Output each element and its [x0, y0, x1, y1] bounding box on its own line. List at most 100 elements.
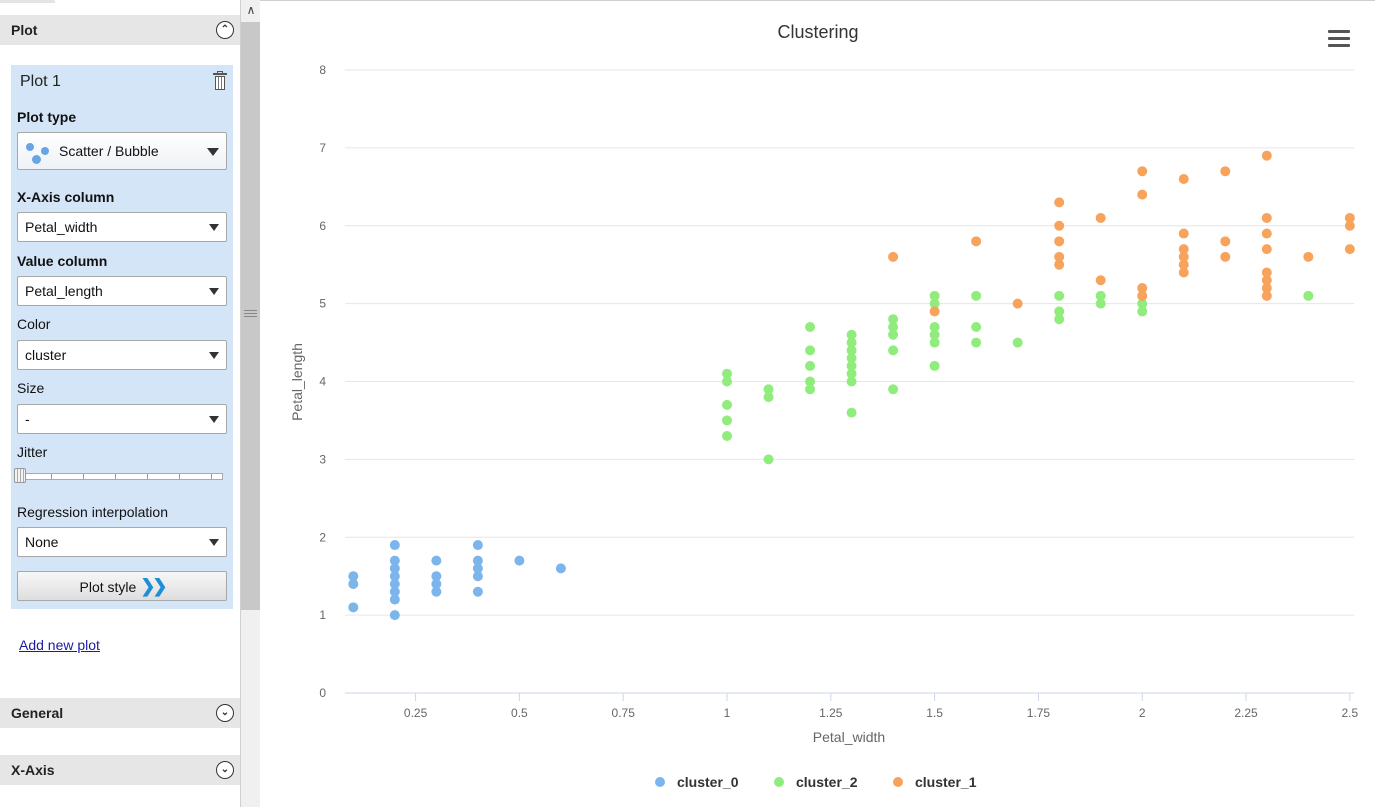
- x-tick-label: 2: [1139, 706, 1146, 720]
- size-select[interactable]: -: [17, 404, 227, 434]
- data-point-cluster_0: [389, 563, 400, 574]
- dropdown-arrow-icon: [209, 224, 219, 231]
- data-point-cluster_0: [514, 555, 525, 566]
- color-select[interactable]: cluster: [17, 340, 227, 370]
- data-point-cluster_0: [431, 571, 442, 582]
- data-point-cluster_2: [846, 329, 857, 340]
- hamburger-menu-icon[interactable]: [1328, 30, 1350, 48]
- data-point-cluster_0: [389, 586, 400, 597]
- legend-marker-cluster_0: [655, 777, 665, 787]
- regression-interpolation-value: None: [25, 534, 59, 550]
- data-point-cluster_1: [1261, 290, 1272, 301]
- panel-scrollbar[interactable]: ∧: [240, 0, 260, 807]
- x-axis-section-header[interactable]: X-Axis ⌄: [0, 755, 240, 785]
- jitter-label: Jitter: [17, 444, 48, 460]
- data-point-cluster_1: [888, 251, 899, 262]
- data-point-cluster_2: [1137, 306, 1148, 317]
- data-point-cluster_1: [1261, 283, 1272, 294]
- trash-icon[interactable]: [213, 71, 227, 91]
- expand-down-icon[interactable]: ⌄: [216, 761, 234, 779]
- data-point-cluster_1: [1344, 220, 1355, 231]
- y-tick-label: 0: [319, 686, 326, 700]
- data-point-cluster_2: [763, 392, 774, 403]
- plot-section-header[interactable]: Plot ⌃: [0, 15, 240, 45]
- data-point-cluster_2: [1095, 298, 1106, 309]
- collapse-up-icon[interactable]: ⌃: [216, 21, 234, 39]
- top-strip: [0, 0, 240, 14]
- data-point-cluster_0: [389, 555, 400, 566]
- data-point-cluster_1: [1344, 212, 1355, 223]
- x-axis-column-select[interactable]: Petal_width: [17, 212, 227, 242]
- data-point-cluster_1: [1054, 251, 1065, 262]
- data-point-cluster_1: [1137, 283, 1148, 294]
- add-new-plot-link[interactable]: Add new plot: [19, 637, 100, 653]
- data-point-cluster_1: [1261, 212, 1272, 223]
- data-point-cluster_1: [1012, 298, 1023, 309]
- data-point-cluster_2: [929, 360, 940, 371]
- data-point-cluster_1: [1095, 212, 1106, 223]
- data-point-cluster_1: [1261, 244, 1272, 255]
- data-point-cluster_1: [1261, 275, 1272, 286]
- data-point-cluster_2: [846, 353, 857, 364]
- color-value: cluster: [25, 347, 67, 363]
- data-point-cluster_2: [846, 376, 857, 387]
- size-label: Size: [17, 380, 45, 396]
- y-tick-label: 2: [319, 530, 326, 544]
- data-point-cluster_2: [722, 431, 733, 442]
- jitter-slider-track[interactable]: [17, 473, 223, 480]
- jitter-slider-handle[interactable]: [14, 468, 26, 483]
- data-point-cluster_0: [472, 571, 483, 582]
- double-chevron-right-icon: ❯❯: [140, 576, 167, 596]
- x-tick-label: 0.25: [404, 706, 428, 720]
- plot-style-button[interactable]: Plot style ❯❯: [17, 571, 227, 601]
- data-point-cluster_1: [1178, 251, 1189, 262]
- data-point-cluster_0: [348, 578, 359, 589]
- data-point-cluster_2: [846, 337, 857, 348]
- x-tick-label: 2.5: [1342, 706, 1359, 720]
- data-point-cluster_2: [846, 360, 857, 371]
- scatter-chart: Clustering 0 1 2 3 4 5 6 7 8 0.25 0.5 0.75 1 1.25 1.5 1.…: [289, 22, 1359, 790]
- data-point-cluster_0: [389, 571, 400, 582]
- data-point-cluster_1: [1054, 236, 1065, 247]
- data-point-cluster_0: [472, 555, 483, 566]
- data-point-cluster_1: [1178, 267, 1189, 278]
- data-point-cluster_2: [929, 290, 940, 301]
- data-point-cluster_0: [389, 578, 400, 589]
- data-point-cluster_2: [763, 454, 774, 465]
- data-point-cluster_2: [805, 384, 816, 395]
- expand-down-icon[interactable]: ⌄: [216, 704, 234, 722]
- data-point-cluster_1: [1178, 174, 1189, 185]
- legend-marker-cluster_2: [774, 777, 784, 787]
- data-point-cluster_2: [722, 415, 733, 426]
- data-point-cluster_1: [971, 236, 982, 247]
- data-point-cluster_1: [1054, 220, 1065, 231]
- general-section-title: General: [11, 705, 64, 721]
- data-point-cluster_2: [929, 329, 940, 340]
- data-point-cluster_1: [1137, 166, 1148, 177]
- value-column-select[interactable]: Petal_length: [17, 276, 227, 306]
- x-axis-title: Petal_width: [813, 729, 885, 745]
- size-value: -: [25, 411, 30, 427]
- general-section-header[interactable]: General ⌄: [0, 698, 240, 728]
- data-point-cluster_0: [472, 563, 483, 574]
- splitter-grip-icon[interactable]: [244, 310, 257, 318]
- data-point-cluster_2: [805, 321, 816, 332]
- plot-type-select[interactable]: Scatter / Bubble: [17, 132, 227, 170]
- chart-area: Clustering 0 1 2 3 4 5 6 7 8 0.25 0.5 0.75 1 1.25 1.5 1.…: [260, 0, 1375, 807]
- data-point-cluster_1: [1137, 290, 1148, 301]
- data-point-cluster_2: [888, 329, 899, 340]
- chart-title: Clustering: [777, 22, 858, 42]
- y-tick-label: 3: [319, 452, 326, 466]
- plot-card-title: Plot 1: [20, 73, 61, 90]
- data-point-cluster_2: [888, 321, 899, 332]
- y-tick-label: 1: [319, 608, 326, 622]
- data-point-cluster_0: [348, 571, 359, 582]
- data-point-cluster_1: [1220, 166, 1231, 177]
- regression-interpolation-select[interactable]: None: [17, 527, 227, 557]
- data-point-cluster_2: [971, 337, 982, 348]
- chart-top-border: [260, 0, 1375, 1]
- scroll-up-icon[interactable]: ∧: [246, 3, 256, 17]
- legend-marker-cluster_1: [893, 777, 903, 787]
- data-point-cluster_0: [472, 540, 483, 551]
- y-tick-label: 4: [319, 375, 326, 389]
